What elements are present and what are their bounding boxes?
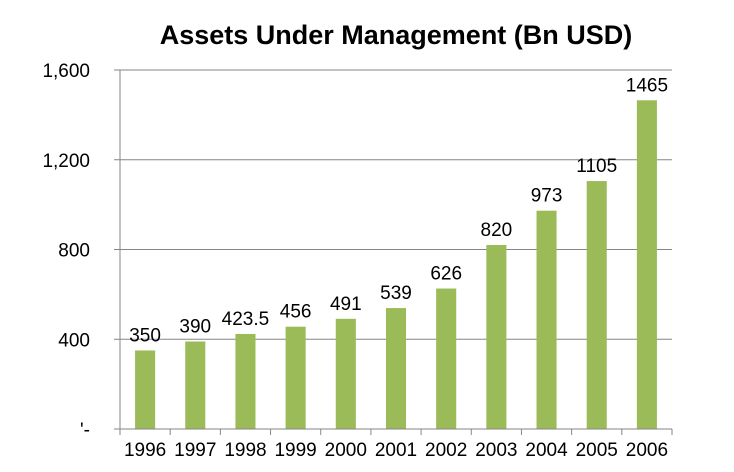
- data-label-2001: 539: [380, 283, 412, 304]
- y-tick-labels: '- 400 800 1,200 1,600: [42, 61, 90, 441]
- y-tick-label: '-: [80, 420, 90, 441]
- data-label-2006: 1465: [626, 75, 668, 96]
- bar-1998: [235, 333, 256, 429]
- bar-2002: [436, 288, 457, 429]
- data-label-2004: 973: [531, 186, 563, 207]
- axes: [114, 69, 673, 435]
- bar-2000: [335, 318, 356, 429]
- x-tick-label-1999: 1999: [274, 440, 316, 461]
- data-label-2003: 820: [481, 220, 513, 241]
- y-tick-label: 1,200: [42, 151, 90, 172]
- data-label-1998: 423.5: [222, 309, 270, 330]
- x-tick-label-2004: 2004: [525, 440, 568, 461]
- x-tick-label-1998: 1998: [224, 440, 266, 461]
- data-label-1997: 390: [179, 316, 211, 337]
- bar-1999: [285, 326, 306, 429]
- data-label-1996: 350: [129, 325, 161, 346]
- y-tick-label: 1,600: [42, 61, 90, 82]
- x-tick-labels: 1996 1997 1998 1999 2000 2001 2002 2003 2004 2005…: [124, 440, 668, 461]
- bar-2004: [536, 210, 557, 429]
- y-tick-label: 800: [58, 241, 90, 262]
- bar-1997: [185, 341, 206, 429]
- bar-2003: [486, 245, 507, 429]
- x-tick-label-2003: 2003: [475, 440, 517, 461]
- data-label-2005: 1105: [576, 156, 617, 177]
- x-tick-label-2005: 2005: [576, 440, 618, 461]
- bar-2001: [385, 308, 407, 429]
- x-tick-label-1996: 1996: [124, 440, 166, 461]
- x-tick-label-2002: 2002: [425, 440, 467, 461]
- data-labels: 350 390 423.5 456 491 539 626 820 973 1105 1465: [129, 75, 668, 346]
- bar-2006: [636, 100, 657, 430]
- x-tick-label-2006: 2006: [626, 440, 668, 461]
- data-label-2002: 626: [430, 264, 462, 285]
- data-label-1999: 456: [280, 302, 312, 323]
- chart-title: Assets Under Management (Bn USD): [160, 20, 633, 50]
- bar-1996: [135, 350, 156, 429]
- x-tick-label-2001: 2001: [375, 440, 417, 461]
- bar-2005: [586, 181, 607, 429]
- bars: [135, 100, 657, 430]
- x-tick-label-1997: 1997: [174, 440, 216, 461]
- y-tick-label: 400: [58, 330, 90, 351]
- x-tick-label-2000: 2000: [325, 440, 367, 461]
- data-label-2000: 491: [330, 294, 362, 315]
